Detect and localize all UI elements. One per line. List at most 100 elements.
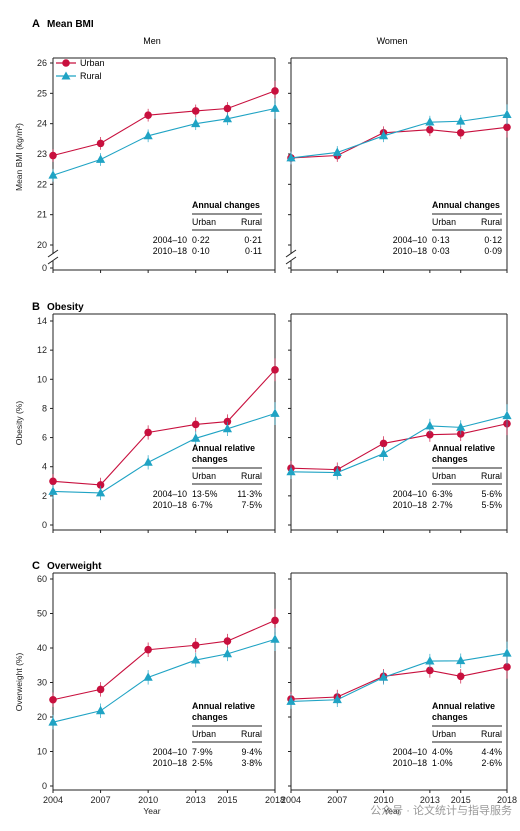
panel-a-men-ytick-label: 20 [37,240,47,250]
panel-a-ylabel: Mean BMI (kg/m²) [14,123,24,191]
panel-a-men-urban-point [223,104,232,113]
panel-a-men-plot: 20 21 22 23 24 25 26 0 Annual changes Urban Rural 2… [37,57,280,273]
panel-c-men-rural-point [222,648,233,658]
panel-a-men-urban-line [52,90,276,157]
panel-b-women-frame [288,313,508,533]
panel-b-women-rural-point [286,466,296,476]
x-axis-title-women: Year [383,806,400,816]
panel-c-women-xtick-label: 2013 [420,795,440,805]
panel-a-women-annotation-rural-value: 0·09 [484,246,502,256]
panel-c-men-plot: 0 10 20 30 40 50 60 2004 2007 2010 2013 2015 2018 Ann… [37,572,285,805]
panel-a-men-annotation-urban-value: 0·22 [192,235,210,245]
panel-a-women-axis-break-2 [285,256,297,265]
panel-b-men-ytick-label: 8 [42,403,47,413]
panel-a-title: Mean BMI [47,19,94,30]
panel-a-women-rural-point [378,130,389,140]
panel-b-women-rural-point [456,422,466,431]
panel-c-men-annotation-urban-value: 2·5% [192,758,213,768]
panel-c-men-ytick-label: 10 [37,747,47,757]
panel-c-women-xtick-label: 2015 [451,795,471,805]
panel-b-men-urban-point [271,366,279,374]
panel-c-men-urban-point [191,641,200,650]
panel-c-men-ytick-label: 30 [37,678,47,688]
panel-b-men-urban-point [191,420,200,429]
panel-b-women-annotation-period: 2010–18 [393,500,427,510]
panel-c-men-xtick-label: 2015 [217,795,237,805]
panel-b-women-annotation-col-urban: Urban [432,471,456,481]
panel-c-men-rural-point [48,717,58,726]
panel-a-women-rural-point [425,117,435,126]
panel-a: A Mean BMI Men Women Mean BMI (kg/m²) 20… [14,18,512,273]
panel-c-men-annotation-heading-2: changes [192,712,228,722]
panel-b-women-annotation-rural-value: 5·5% [481,500,502,510]
panel-a-men-rural-point [95,154,106,163]
panel-a-women-annotation: Annual changes Urban Rural 2004–10 0·13 0·12 2… [393,200,502,256]
panel-b-women-rural-point [332,467,342,476]
panel-b-men-annotation-rural-value: 7·5% [241,500,262,510]
legend-rural-label: Rural [80,71,102,81]
panel-a-women-rural-point [286,152,296,162]
panel-b-title: Obesity [47,302,84,313]
panel-c-women-plot: 2004 2007 2010 2013 2015 2018 Annual relativec… [281,572,517,805]
panel-c-women-frame: 2004 2007 2010 2013 2015 2018 [281,572,517,805]
panel-c-men-ytick-label: 0 [42,781,47,791]
panel-c-men-ytick-label: 40 [37,643,47,653]
panel-b-men-annotation-period: 2004–10 [153,489,187,499]
panel-b-ylabel: Obesity (%) [14,401,24,446]
panel-a-men-rural-point [270,103,280,112]
panel-b-men-annotation-period: 2010–18 [153,500,187,510]
legend-urban-marker [62,59,70,67]
panel-c-women-annotation-heading: Annual relative [432,701,495,711]
panel-c: C Overweight Overweight (%) 0 10 20 30 40 50 6… [14,560,517,816]
panel-a-women-annotation-rural-value: 0·12 [484,235,502,245]
panel-b-men-rural-line [52,413,276,494]
panel-c-women-xtick-label: 2007 [327,795,347,805]
watermark-text: 公众号 · 论文统计与指导服务 [370,803,512,817]
panel-a-men-annotation-col-rural: Rural [241,217,262,227]
panel-a-women-rural-line [290,114,508,159]
panel-c-men-annotation-period: 2010–18 [153,758,187,768]
panel-a-men-annotation-rural-value: 0·21 [244,235,262,245]
panel-c-men-rural-point [191,655,201,664]
panel-b-men-urban-line [52,369,276,486]
panel-b-men-ytick-label: 0 [42,520,47,530]
panel-a-men-ytick-label-zero: 0 [42,263,47,273]
panel-b-men-ytick-label: 14 [37,316,47,326]
panel-b-men-ytick-label: 12 [37,345,47,355]
panel-c-women-urban-line [290,666,508,700]
panel-a-women-axis-break-1 [285,249,297,258]
panel-a-men-ytick-label: 22 [37,179,47,189]
panel-b-women-annotation-col-rural: Rural [481,471,502,481]
panel-c-men-ytick-label: 50 [37,609,47,619]
panel-c-women-rural-point [456,655,466,665]
panel-c-women-xtick-label: 2010 [374,795,394,805]
x-axis-title: Year [143,806,160,816]
panel-a-men-annotation-urban-value: 0·10 [192,246,210,256]
panel-a-women-annotation-col-rural: Rural [481,217,502,227]
panel-a-men-rural-point [222,113,233,123]
panel-c-women-annotation-rural-value: 2·6% [481,758,502,768]
panel-a-men-axis-break-1 [47,249,59,258]
panel-b-men-urban-point [49,477,57,486]
panel-b-men-ytick-label: 4 [42,462,47,472]
panel-c-men-annotation-rural-value: 9·4% [241,747,262,757]
panel-b-women-annotation-urban-value: 6·3% [432,489,453,499]
panel-c-men-urban-point [271,616,279,625]
panel-c-women-rural-point [378,672,389,681]
panel-b-letter: B [32,301,40,313]
panel-b-men-ytick-label: 6 [42,433,47,443]
panel-a-women-urban-point [426,125,434,134]
panel-b-women-rural-point [502,410,512,420]
panel-b-men-annotation-urban-value: 13·5% [192,489,218,499]
panel-b-men-urban-point [144,428,152,437]
panel-a-women-urban-point [456,128,465,137]
panel-c-men-xtick-label: 2013 [186,795,206,805]
panel-b-men-annotation-urban-value: 6·7% [192,500,213,510]
panel-b-men-annotation-rural-value: 11·3% [237,489,262,499]
panel-a-men-axis-break-2 [47,256,59,265]
panel-a-men-ytick-label: 21 [37,210,47,220]
